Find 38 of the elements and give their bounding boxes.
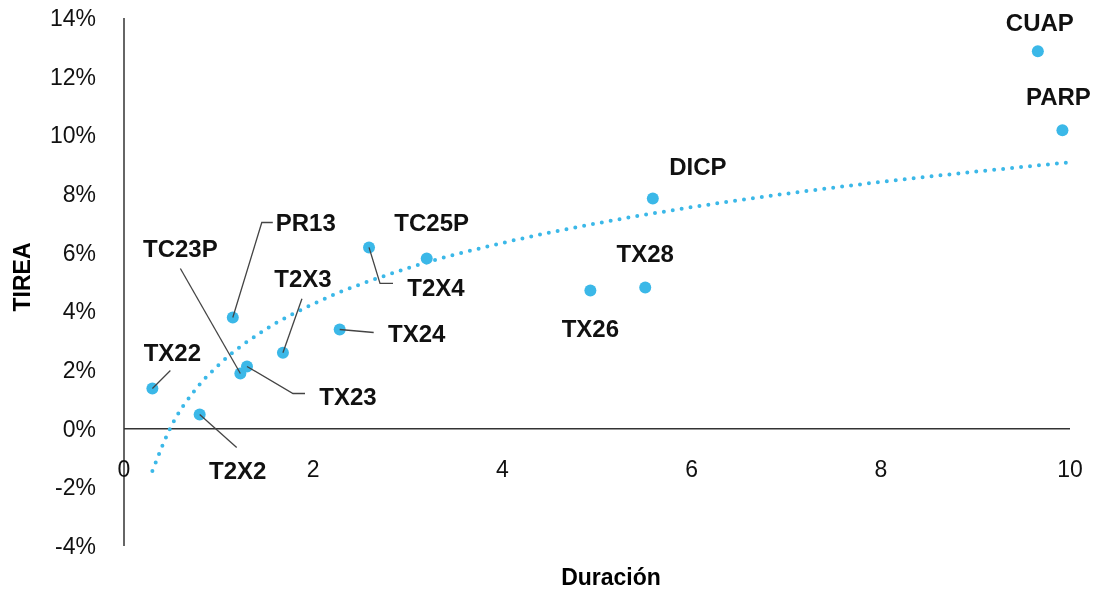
annotation: T2X3	[274, 265, 332, 293]
annotation: TX23	[319, 382, 377, 410]
x-tick-label: 8	[874, 455, 888, 482]
annotation: TC25P	[394, 208, 470, 236]
annotation: T2X4	[407, 273, 466, 301]
y-tick-label: 6%	[62, 239, 96, 266]
x-tick-label: 6	[685, 455, 698, 482]
point	[363, 241, 376, 254]
y-tick-label: 2%	[62, 357, 96, 384]
annotation: T2X2	[208, 456, 267, 484]
y-tick-label: -2%	[55, 474, 96, 501]
point	[646, 192, 659, 205]
annotation: TC23P	[143, 234, 218, 262]
annotation: DICP	[669, 152, 727, 180]
y-tick-label: 12%	[49, 63, 96, 90]
y-axis-title: TIREA	[9, 242, 35, 312]
annotation: TX22	[143, 338, 202, 366]
annotation: CUAP	[1005, 8, 1074, 36]
annotation: TX26	[561, 314, 620, 342]
point	[276, 346, 289, 359]
point	[1031, 45, 1044, 58]
point	[584, 284, 597, 297]
annotation: PARP	[1025, 82, 1091, 110]
y-tick-label: -4%	[55, 533, 96, 560]
x-tick-label: 4	[496, 455, 509, 482]
y-tick-label: 8%	[62, 181, 96, 208]
annotation: TX28	[616, 239, 674, 267]
x-tick-label: 2	[306, 455, 320, 482]
x-tick-label: 10	[1057, 455, 1083, 482]
y-tick-label: 4%	[62, 298, 96, 325]
annotation: PR13	[275, 208, 336, 236]
y-tick-label: 14%	[49, 5, 96, 32]
point	[1056, 124, 1069, 137]
x-axis-title: Duración	[561, 564, 661, 590]
point	[639, 281, 652, 294]
y-tick-label: 10%	[49, 122, 96, 149]
y-tick-label: 0%	[62, 415, 96, 442]
annotation: TX24	[388, 319, 447, 347]
